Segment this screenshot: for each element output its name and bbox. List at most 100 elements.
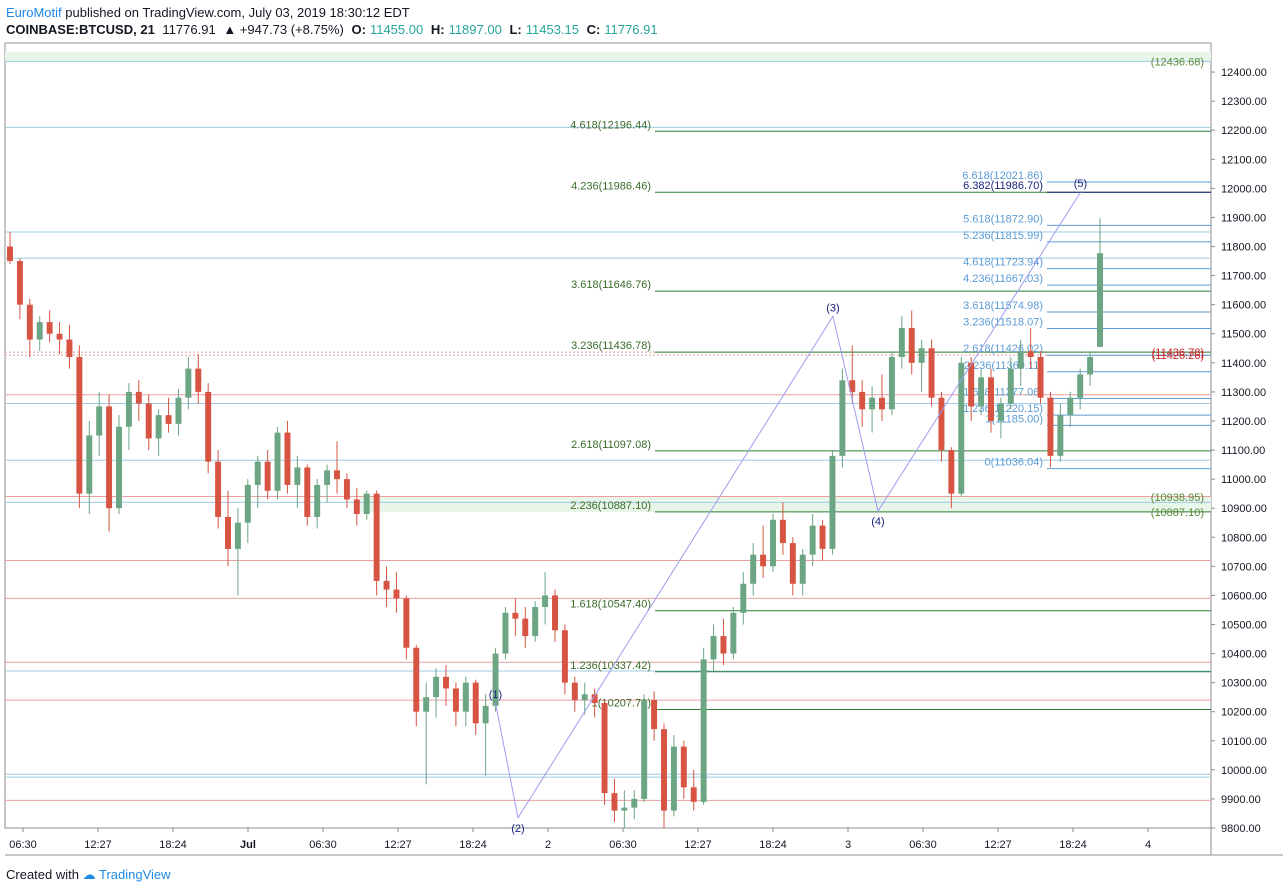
time-tick-label: 2 [545,839,551,851]
author-link[interactable]: EuroMotif [6,5,62,20]
close-value: 11776.91 [604,22,658,37]
price-tick-label: 10500.00 [1221,619,1267,631]
candle-body [482,705,489,724]
candle-body [918,348,925,363]
candle-body [561,630,568,683]
last-price: 11776.91 [162,22,216,37]
time-tick-label: Jul [240,839,256,851]
fib-green-label: 4.236(11986.46) [571,180,651,192]
fib-blue-label: 0(11036.04) [984,457,1043,469]
candle-body [294,467,301,485]
candle-body [343,479,350,500]
candle-body [512,612,519,619]
candle-body [452,688,459,712]
time-tick-label: 18:24 [1059,839,1087,851]
candle-body [314,484,321,517]
right-price-label: (10938.95) [1151,492,1204,504]
candle-body [155,415,162,439]
candle-body [423,697,430,712]
candle-body [661,729,667,811]
right-price-label: (11436.78) [1152,347,1204,359]
right-price-label: (12436.68) [1151,56,1204,68]
candle-body [750,554,757,584]
time-tick-label: 12:27 [684,839,712,851]
candle-body [740,583,747,613]
price-tick-label: 10700.00 [1221,561,1267,573]
candle-body [165,415,172,424]
candle-body [175,397,182,424]
candle-body [46,322,53,334]
price-tick-label: 12000.00 [1221,183,1267,195]
right-price-label: (11426.26) [1152,350,1204,362]
price-tick-label: 11800.00 [1221,242,1266,254]
price-tick-label: 9900.00 [1221,794,1261,806]
candle-body [1057,415,1064,456]
price-change: ▲ +947.73 (+8.75%) [223,22,344,37]
candle-body [978,377,985,407]
candle-body [710,636,717,660]
time-tick-label: 06:30 [909,839,937,851]
wave-label: (2) [511,823,524,835]
created-with-text: Created with [6,867,79,882]
candle-body [829,455,836,549]
candle-body [1027,351,1034,357]
price-tick-label: 11700.00 [1221,271,1266,283]
candle-body [443,676,449,689]
candle-body [135,391,142,404]
right-price-label: (10887.10) [1151,507,1204,519]
candle-body [591,694,598,703]
price-axis[interactable]: 9800.00 9900.00 10000.00 10100.00 10200.00 10… [1211,67,1267,835]
candle-body [7,246,13,262]
candle-body [542,595,549,608]
candle-body [651,700,658,730]
candle-body [839,380,846,456]
candle-body [363,493,370,514]
price-tick-label: 11100.00 [1221,445,1265,457]
candle-body [938,397,945,451]
candle-body [888,357,895,410]
candle-body [1037,357,1044,398]
time-tick-label: 06:30 [609,839,637,851]
candle-body [304,467,311,517]
symbol-name: COINBASE:BTCUSD, 21 [6,22,155,37]
time-tick-label: 06:30 [309,839,337,851]
fib-blue-label: 3.618(11574.98) [963,300,1043,312]
candle-body [670,746,677,811]
time-axis[interactable]: 06:30 12:27 18:24 Jul 06:30 12:27 18:24 2 06:30 1… [9,828,1151,851]
candle-body [324,470,331,485]
fib-blue-label: 4.618(11723.94) [963,257,1043,269]
elliott-wave[interactable]: (1) (2) (3) (4) (5) [489,178,1087,835]
candle-body [393,589,400,599]
time-tick-label: 18:24 [459,839,487,851]
candle-body [799,554,806,584]
candle-body [908,327,915,363]
candle-body [928,348,935,398]
candle-body [730,612,737,654]
open-value: 11455.00 [369,22,424,37]
fib-green-label: 1.618(10547.40) [570,599,651,611]
candle-body [234,522,241,549]
plot-area[interactable] [4,42,1212,829]
price-tick-label: 10100.00 [1221,736,1267,748]
candle-body [552,595,558,631]
candle-body [502,612,509,654]
fib-blue-label: 5.236(11815.99) [963,230,1043,242]
price-tick-label: 11900.00 [1221,212,1266,224]
right-price-labels: (12436.68) (11436.78)(11426.26) (10938.95)… [1151,56,1204,519]
candle-body [145,403,152,439]
fib-green-label: 1.236(10337.42) [570,660,651,672]
candle-body [1007,368,1014,404]
wave-path [495,191,1081,820]
symbol-legend: COINBASE:BTCUSD, 21 11776.91 ▲ +947.73 (… [6,21,662,39]
candle-body [1077,374,1084,398]
fib-blue-label: 4.236(11667.03) [963,273,1043,285]
price-tick-label: 10000.00 [1221,765,1267,777]
candle-body [611,793,618,811]
fib-extension-green[interactable]: 4.618(12196.44) 4.236(11986.46) 3.618(1164… [570,119,1211,710]
candle-body [968,362,975,407]
tradingview-brand[interactable]: TradingView [99,867,171,882]
fib-blue-label: 5.618(11872.90) [963,213,1043,225]
time-tick-label: 12:27 [384,839,412,851]
candle-body [413,647,420,712]
